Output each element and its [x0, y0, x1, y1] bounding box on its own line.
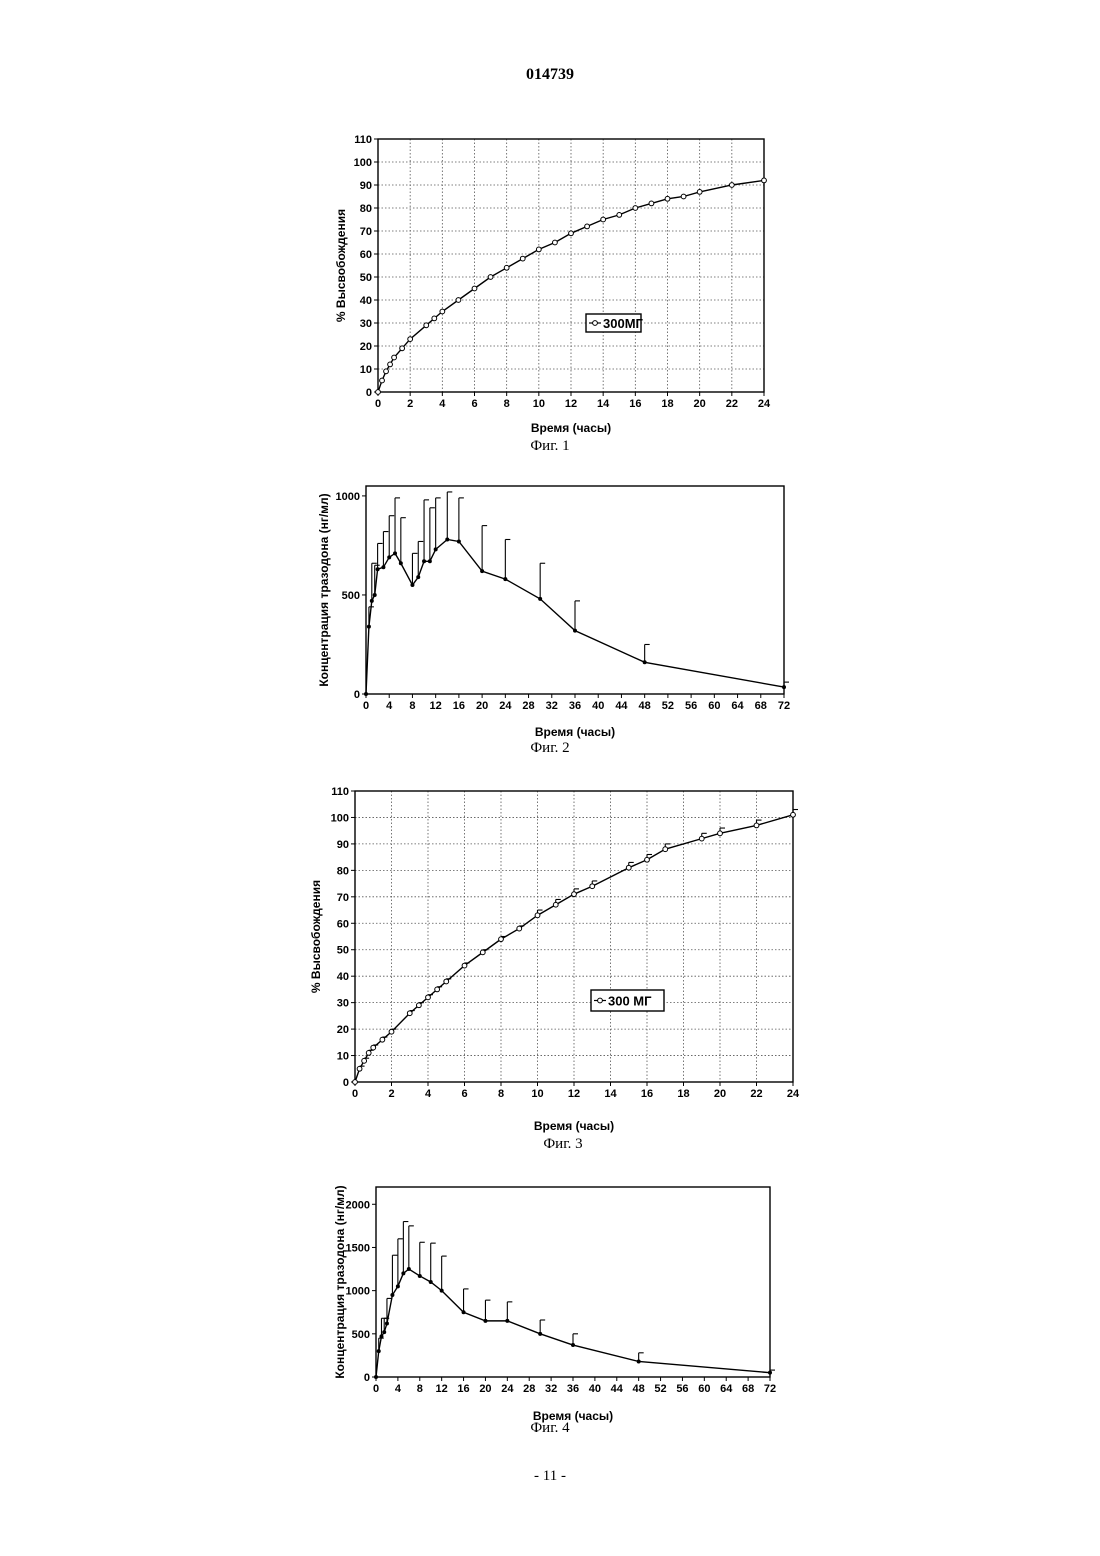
data-point	[429, 1280, 433, 1284]
data-point	[382, 1330, 386, 1334]
y-axis-title: Концентрация тразодона (нг/мл)	[333, 1185, 347, 1378]
x-tick-label: 4	[395, 1383, 402, 1395]
x-tick-label: 44	[611, 1383, 624, 1395]
x-tick-label: 68	[742, 1383, 754, 1395]
x-tick-label: 56	[676, 1383, 688, 1395]
data-point	[538, 1332, 542, 1336]
y-tick-label: 500	[352, 1329, 370, 1341]
y-tick-label: 1000	[346, 1286, 370, 1298]
x-tick-label: 64	[720, 1383, 733, 1395]
x-tick-label: 72	[764, 1383, 776, 1395]
x-tick-label: 0	[373, 1383, 379, 1395]
x-tick-label: 28	[523, 1383, 535, 1395]
x-tick-label: 16	[457, 1383, 469, 1395]
x-tick-label: 8	[417, 1383, 423, 1395]
data-point	[379, 1334, 383, 1338]
data-point	[483, 1319, 487, 1323]
data-point	[390, 1293, 394, 1297]
plot-frame	[376, 1187, 770, 1377]
x-tick-label: 36	[567, 1383, 579, 1395]
x-tick-label: 60	[698, 1383, 710, 1395]
data-point	[571, 1343, 575, 1347]
data-point	[396, 1284, 400, 1288]
x-tick-label: 52	[654, 1383, 666, 1395]
data-point	[637, 1359, 641, 1363]
data-point	[462, 1310, 466, 1314]
series-line	[376, 1269, 770, 1377]
data-point	[505, 1319, 509, 1323]
x-tick-label: 24	[501, 1383, 514, 1395]
page-footer-number: - 11 -	[0, 1468, 1100, 1485]
data-point	[418, 1274, 422, 1278]
x-tick-label: 40	[589, 1383, 601, 1395]
y-tick-label: 0	[364, 1372, 370, 1384]
data-point	[768, 1371, 772, 1375]
data-point	[440, 1289, 444, 1293]
data-point	[407, 1267, 411, 1271]
x-tick-label: 20	[479, 1383, 491, 1395]
figure-caption-4: Фиг. 4	[450, 1420, 650, 1437]
data-point	[374, 1375, 378, 1379]
x-tick-label: 48	[633, 1383, 645, 1395]
y-tick-label: 1500	[346, 1242, 370, 1254]
x-tick-label: 32	[545, 1383, 557, 1395]
data-point	[385, 1321, 389, 1325]
data-point	[401, 1271, 405, 1275]
data-point	[377, 1349, 381, 1353]
x-tick-label: 12	[436, 1383, 448, 1395]
y-tick-label: 2000	[346, 1199, 370, 1211]
